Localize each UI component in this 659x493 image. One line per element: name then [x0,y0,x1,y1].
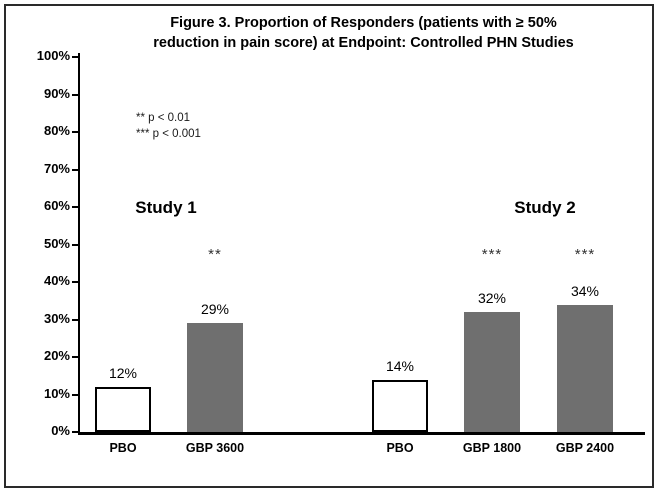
x-category-label: GBP 1800 [462,441,522,455]
y-tick-label: 100% [36,48,70,63]
y-tick-mark [72,281,78,283]
bar-pbo [372,379,428,432]
y-tick-label: 90% [43,85,70,101]
bar-value-label: 34% [570,282,600,299]
y-tick-label: 70% [43,160,70,176]
y-tick-mark [72,393,78,396]
significance-marker: ** [208,246,222,263]
y-tick-label: 30% [43,310,70,326]
x-category-label: GBP 3600 [185,441,245,455]
chart-title-line-2: reduction in pain score) at Endpoint: Co… [153,35,574,51]
y-tick-mark [72,93,78,96]
x-category-label: PBO [386,441,414,455]
y-axis-line [78,53,80,432]
y-tick-label: 40% [43,273,70,288]
y-tick-mark [72,431,78,433]
y-tick-mark [72,56,78,58]
bar-value-label: 29% [200,301,230,318]
p-value-note-1: ** p < 0.01 [136,112,191,124]
x-category-label: GBP 2400 [555,441,615,455]
x-axis-line [78,432,645,435]
significance-marker: *** [574,246,596,263]
y-tick-mark [72,131,78,133]
y-tick-label: 10% [43,385,70,401]
bar-gbp-3600 [187,323,243,432]
study-label-1: Study 1 [135,198,197,217]
chart-title: Figure 3. Proportion of Responders (pati… [80,13,647,53]
y-tick-mark [72,168,78,171]
x-category-label: PBO [109,441,137,455]
y-tick-label: 50% [43,235,70,251]
bar-value-label: 14% [385,357,415,374]
chart-title-line-1: Figure 3. Proportion of Responders (pati… [170,15,557,31]
y-tick-label: 60% [43,198,70,213]
y-tick-mark [72,318,78,321]
significance-marker: *** [481,246,503,263]
bar-value-label: 12% [108,365,138,381]
p-value-note-2: *** p < 0.001 [136,128,201,140]
y-tick-mark [72,356,78,358]
y-tick-label: 0% [51,423,70,438]
bar-pbo [95,387,151,432]
study-label-2: Study 2 [514,198,576,217]
y-tick-mark [72,206,78,208]
bar-gbp-1800 [464,312,520,432]
y-tick-label: 20% [43,348,70,363]
bar-value-label: 32% [477,290,507,306]
bar-gbp-2400 [557,304,613,432]
y-tick-label: 80% [43,123,70,138]
y-tick-mark [72,243,78,246]
